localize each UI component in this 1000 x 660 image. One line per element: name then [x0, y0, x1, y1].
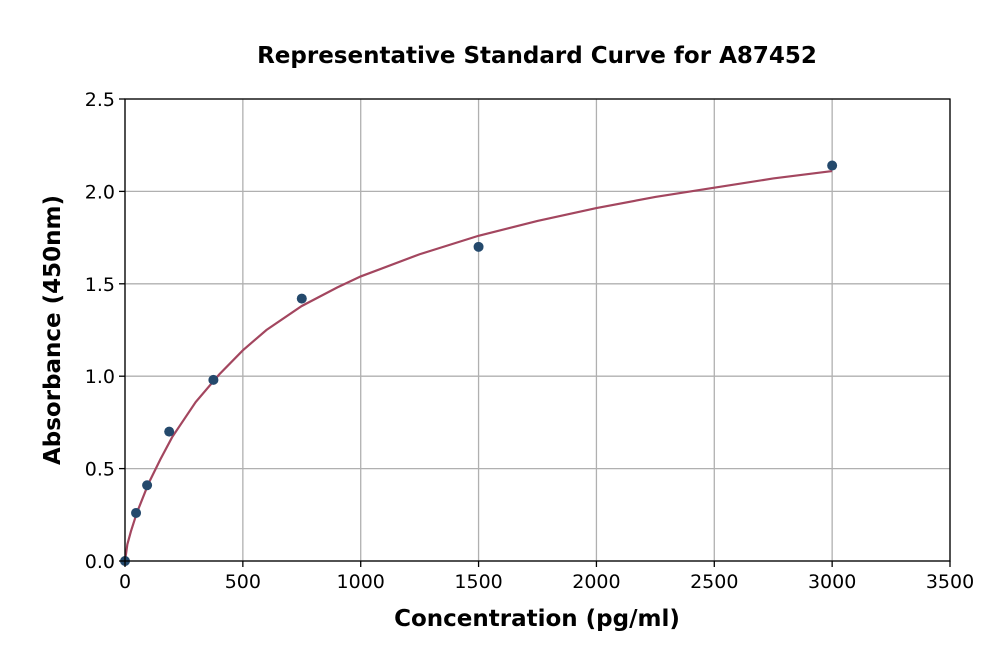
y-tick-label: 0.5 [85, 459, 115, 481]
grid [124, 98, 951, 562]
data-point [164, 426, 175, 437]
data-point [142, 480, 153, 491]
y-tick-label: 1.5 [85, 274, 115, 296]
data-point [296, 293, 307, 304]
data-point [473, 241, 484, 252]
x-tick-label: 500 [225, 571, 261, 593]
data-point [208, 374, 219, 385]
x-tick-label: 2500 [690, 571, 738, 593]
plot-frame [124, 98, 951, 562]
x-axis-label: Concentration (pg/ml) [394, 606, 680, 632]
y-axis: 0.0 0.5 1.0 1.5 2.0 2.5 [85, 89, 125, 573]
y-tick-label: 0.0 [85, 551, 115, 573]
y-axis-label: Absorbance (450nm) [40, 195, 66, 465]
x-tick-label: 3500 [926, 571, 974, 593]
series-layer [120, 160, 838, 566]
y-tick-label: 1.0 [85, 366, 115, 388]
y-tick-label: 2.5 [85, 89, 115, 111]
x-tick-label: 1500 [454, 571, 502, 593]
x-tick-label: 1000 [337, 571, 385, 593]
data-point [827, 160, 838, 171]
y-tick-label: 2.0 [85, 181, 115, 203]
data-point [131, 507, 142, 518]
fit-curve-line [123, 169, 833, 562]
x-tick-label: 0 [119, 571, 131, 593]
chart-title: Representative Standard Curve for A87452 [257, 43, 817, 69]
x-tick-label: 2000 [572, 571, 620, 593]
x-tick-label: 3000 [808, 571, 856, 593]
x-axis: 0 500 1000 1500 2000 2500 3000 3500 [119, 561, 974, 593]
